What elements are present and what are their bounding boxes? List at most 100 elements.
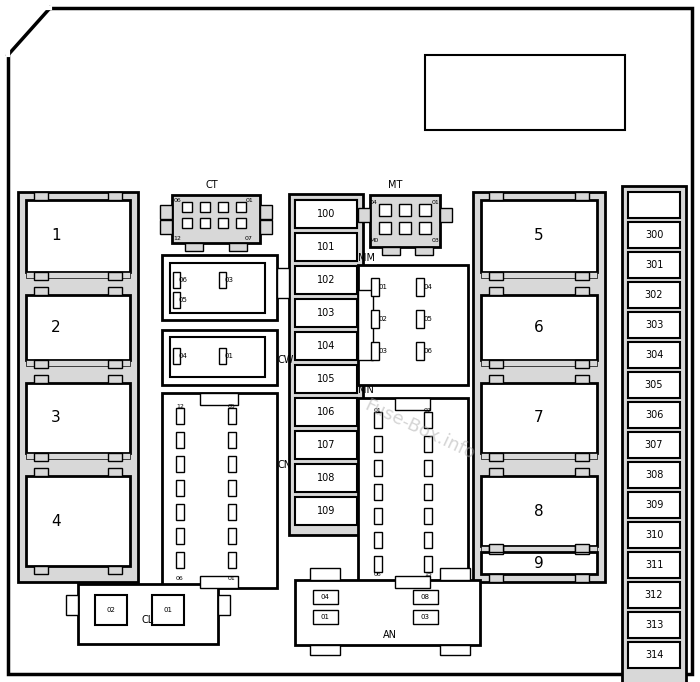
Bar	[489, 360, 503, 368]
Text: 03: 03	[225, 277, 234, 283]
Text: 301: 301	[645, 260, 663, 270]
Text: 306: 306	[645, 410, 663, 420]
Bar	[182, 218, 192, 228]
Bar	[26, 453, 130, 459]
Bar	[95, 595, 127, 625]
Bar	[395, 398, 430, 410]
Bar	[313, 610, 338, 624]
Text: 02: 02	[379, 316, 387, 322]
Polygon shape	[8, 8, 50, 55]
Bar	[295, 464, 357, 492]
Bar	[173, 348, 180, 364]
Text: 304: 304	[645, 350, 663, 360]
Bar	[628, 462, 680, 488]
Bar	[416, 278, 424, 296]
Bar	[295, 233, 357, 261]
Bar	[200, 202, 210, 212]
Bar	[260, 220, 272, 234]
Text: 104: 104	[317, 341, 335, 351]
Text: 300: 300	[645, 230, 663, 240]
Bar	[416, 310, 424, 328]
Bar	[481, 546, 597, 552]
Bar	[628, 312, 680, 338]
Bar	[162, 255, 277, 320]
Bar	[370, 195, 440, 247]
Text: 02: 02	[106, 607, 116, 613]
Bar	[424, 436, 432, 452]
Bar	[473, 192, 605, 582]
Bar	[218, 202, 228, 212]
Text: 309: 309	[645, 500, 663, 510]
Bar	[371, 278, 379, 296]
Bar	[295, 431, 357, 459]
Bar	[575, 375, 589, 383]
Bar	[575, 192, 589, 200]
Bar	[160, 205, 172, 219]
Text: 06: 06	[424, 348, 433, 354]
Bar	[628, 492, 680, 518]
Text: 314: 314	[645, 650, 663, 660]
Text: 310: 310	[645, 530, 663, 540]
Bar	[371, 310, 379, 328]
Bar	[374, 412, 382, 428]
Bar	[176, 504, 184, 520]
Bar	[160, 220, 172, 234]
Text: 15: 15	[424, 572, 432, 578]
Bar	[575, 272, 589, 280]
Bar	[78, 584, 218, 644]
Text: 9: 9	[534, 556, 544, 571]
Bar	[481, 200, 597, 272]
Bar	[382, 247, 400, 255]
Text: 04: 04	[321, 594, 330, 600]
Bar	[34, 453, 48, 461]
Bar	[310, 645, 340, 655]
Bar	[416, 342, 424, 360]
Text: MN: MN	[358, 385, 374, 395]
Bar	[440, 568, 470, 580]
Bar	[176, 528, 184, 544]
Bar	[628, 642, 680, 668]
Text: 06: 06	[173, 198, 181, 203]
Bar	[152, 595, 184, 625]
Bar	[295, 365, 357, 393]
Bar	[108, 453, 122, 461]
Bar	[424, 556, 432, 572]
Text: CT: CT	[206, 180, 218, 190]
Bar	[424, 532, 432, 548]
Bar	[295, 580, 480, 645]
Bar	[358, 290, 373, 360]
Text: 05: 05	[424, 316, 433, 322]
Bar	[108, 375, 122, 383]
Bar	[34, 566, 48, 574]
Bar	[228, 552, 236, 568]
Bar	[260, 205, 272, 219]
Text: 04: 04	[424, 284, 433, 290]
Bar	[182, 202, 192, 212]
Bar	[489, 544, 503, 552]
Bar	[236, 218, 246, 228]
Bar	[489, 453, 503, 461]
Text: AN: AN	[383, 630, 397, 640]
Bar	[200, 218, 210, 228]
Bar	[413, 590, 438, 604]
Bar	[228, 480, 236, 496]
Text: 307: 307	[645, 440, 664, 450]
Bar	[379, 204, 391, 216]
Bar	[219, 348, 226, 364]
Text: 311: 311	[645, 560, 663, 570]
Bar	[628, 522, 680, 548]
Text: 05: 05	[178, 297, 188, 303]
Text: 108: 108	[317, 473, 335, 483]
Bar	[176, 552, 184, 568]
Bar	[26, 200, 130, 272]
Bar	[374, 508, 382, 524]
Bar	[218, 595, 230, 615]
Bar	[108, 468, 122, 476]
Text: 02: 02	[424, 408, 432, 413]
Text: 01: 01	[225, 353, 234, 359]
Bar	[489, 287, 503, 295]
Bar	[415, 247, 433, 255]
Bar	[374, 484, 382, 500]
Text: 103: 103	[317, 308, 335, 318]
Bar	[374, 436, 382, 452]
